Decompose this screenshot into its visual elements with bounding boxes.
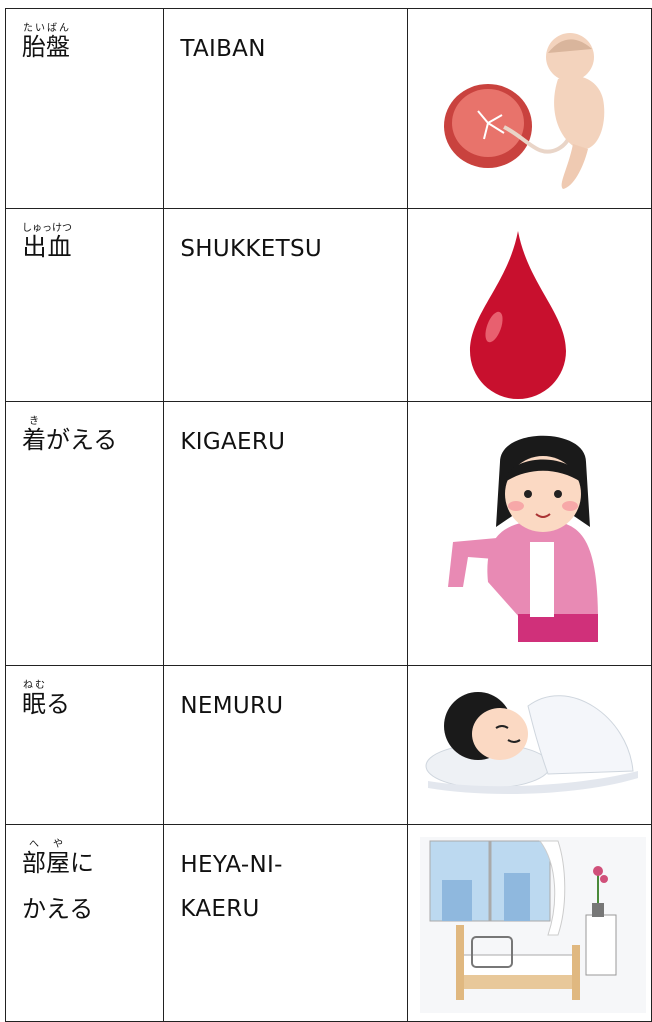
romaji-cell: TAIBAN (163, 8, 408, 209)
word-line: 胎盤たいばん (22, 23, 163, 70)
row: 出血しゅっけつ SHUKKETSU (4, 208, 652, 402)
image-cell (406, 665, 652, 825)
kana: に (70, 849, 94, 877)
row: 眠ねむる NEMURU (4, 665, 652, 825)
kanji: 屋 (46, 849, 70, 877)
kana: がえる (46, 426, 118, 454)
kana: かえる (22, 895, 94, 923)
furigana: き (22, 416, 46, 427)
placenta-illustration (443, 33, 605, 189)
word-line: 眠ねむる (22, 680, 163, 727)
romaji-cell: KIGAERU (163, 401, 408, 666)
romaji-cell: SHUKKETSU (163, 208, 408, 402)
word-line: かえる (22, 886, 163, 932)
word-line: 部へ屋やに (22, 839, 163, 886)
romaji-line: KAERU (180, 896, 260, 922)
changing-clothes-illustration (447, 435, 598, 642)
image-cell (406, 824, 652, 1022)
word-cell: 出血しゅっけつ (4, 208, 165, 402)
word-cell: 部へ屋やにかえる (4, 824, 165, 1022)
ruby-word: 着き (22, 416, 46, 454)
romaji-line: NEMURU (180, 693, 284, 719)
kanji: 部 (22, 849, 46, 877)
image-cell (406, 8, 652, 209)
ruby-word: 出血しゅっけつ (22, 223, 72, 261)
kanji: 胎盤 (22, 33, 70, 61)
romaji-cell: HEYA-NI- KAERU (163, 824, 408, 1022)
room-illustration (419, 837, 646, 1013)
word-line: 出血しゅっけつ (22, 223, 163, 270)
image-cell (406, 208, 652, 402)
kanji: 出血 (22, 233, 72, 261)
ruby-word: 部へ (22, 839, 46, 877)
ruby-word: 屋や (46, 839, 70, 877)
romaji-cell: NEMURU (163, 665, 408, 825)
romaji-line: KIGAERU (180, 429, 286, 455)
furigana: ねむ (22, 680, 46, 691)
romaji-line: TAIBAN (180, 36, 266, 62)
furigana: へ (22, 839, 46, 850)
row: 部へ屋やにかえる HEYA-NI- KAERU (4, 824, 652, 1022)
row: 胎盤たいばん TAIBAN (4, 8, 652, 209)
blood-drop-illustration (469, 231, 566, 399)
row: 着きがえる KIGAERU (4, 401, 652, 666)
kanji: 着 (22, 426, 46, 454)
ruby-word: 胎盤たいばん (22, 23, 70, 61)
furigana: たいばん (22, 23, 70, 34)
kanji: 眠 (22, 690, 46, 718)
furigana: しゅっけつ (22, 223, 72, 234)
furigana: や (46, 839, 70, 850)
word-line: 着きがえる (22, 416, 163, 463)
word-cell: 眠ねむる (4, 665, 165, 825)
romaji-line: HEYA-NI- (180, 852, 283, 878)
vocab-table: 胎盤たいばん TAIBAN 出血しゅっけつ SHUKKETSU 着きがえる KIGAE… (4, 8, 652, 1022)
image-cell (406, 401, 652, 666)
word-cell: 胎盤たいばん (4, 8, 165, 209)
kana: る (46, 690, 70, 718)
word-cell: 着きがえる (4, 401, 165, 666)
ruby-word: 眠ねむ (22, 680, 46, 718)
romaji-line: SHUKKETSU (180, 236, 323, 262)
sleeping-illustration (425, 692, 638, 794)
